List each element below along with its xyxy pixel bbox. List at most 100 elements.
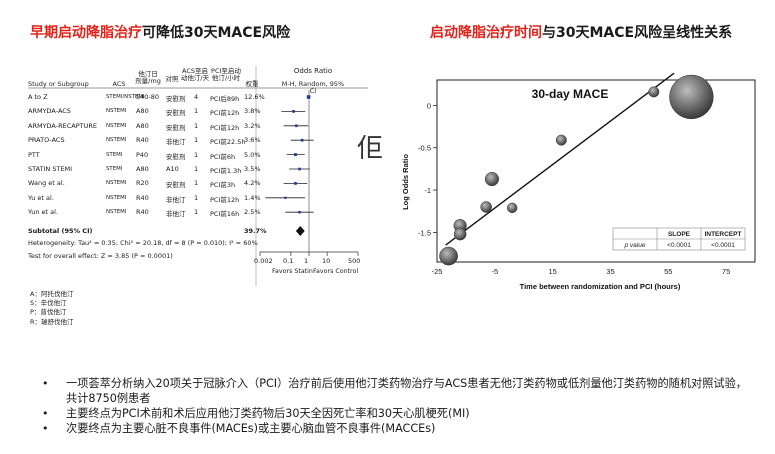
favors-control-label: Favors Control [313,268,359,275]
forest-row: PRATO-ACS NSTEMI R40 非他汀 1 PCI前22.5h 3.6% [28,135,368,146]
forest-row: Yun et al. NSTEMI R40 非他汀 1 PCI前16h 2.5% [28,207,368,218]
study-name: Yu et al. [28,193,54,202]
study-name: A to Z [28,93,48,101]
control-arm: 安慰剂 [166,95,186,103]
x-tick-label: 55 [664,267,672,276]
study-weight: 1.4% [244,193,261,202]
forest-tick-label: 1 [304,257,309,265]
acs-to-statin-days: 1 [194,208,199,217]
pci-to-statin-hours: PCI前3h [210,181,236,190]
study-estimate-square [300,138,304,142]
forest-row: A to Z STEMI/NSTEMI S40-80 安慰剂 4 PCI后89h 12.6% [28,92,368,103]
study-estimate-square [298,210,301,214]
study-estimate-square [294,182,297,185]
header-acs: ACS [112,80,126,88]
study-bubble [439,246,458,266]
acs-type: NSTEMI [106,194,127,201]
study-bubble [555,134,567,146]
forest-tick-label: 500 [348,257,361,265]
header-control: 对照 [165,75,179,83]
pci-to-statin-hours: PCI前16h [210,210,240,219]
acs-type: STEMI [106,151,123,158]
study-bubble [506,202,518,214]
study-estimate-square [298,167,301,171]
statin-dose: S40-80 [136,93,160,101]
overall-effect-note: Test for overall effect: Z = 3.85 (P = 0… [28,252,173,260]
heterogeneity-note: Heterogeneity: Tau² = 0.35; Chi² = 20.18… [28,239,258,247]
forest-tick-label: 10 [322,257,331,265]
acs-type: STEMI/NSTEMI [106,94,145,100]
x-tick-label: -5 [491,267,498,276]
right-heading: 启动降脂治疗时间与30天MACE风险呈线性关系 [430,22,732,42]
acs-to-statin-days: 1 [194,165,199,173]
acs-to-statin-days: 1 [194,121,199,130]
stats-table-row-label: p value [624,242,646,249]
study-estimate-square [306,95,311,99]
abbreviation-item: P：普伐他汀 [30,308,67,317]
x-axis-label: Time between randomization and PCI (hour… [520,282,681,291]
forest-plot: Study or Subgroup ACS 他汀日 剂量/mg 对照 ACS至启… [28,64,368,296]
pci-to-statin-hours: PCI后89h [210,95,240,103]
study-weight: 2.5% [244,208,261,217]
control-arm: 安慰剂 [166,123,186,132]
control-arm: 非他汀 [166,195,186,204]
statin-dose: P40 [136,150,149,159]
stats-table-value: <0.0001 [711,242,735,249]
x-tick-label: 35 [606,267,614,276]
favors-statin-label: Favors Statin [272,268,313,275]
control-arm: 安慰剂 [166,152,186,161]
abbreviation-item: S：辛伐他汀 [30,299,67,308]
abbreviation-legend: A：阿托伐他汀 S：辛伐他汀 P：普伐他汀 R：瑞舒伐他汀 [30,290,74,327]
study-name: ARMYDA-ACS [28,107,71,116]
bullet-item: 一项荟萃分析纳入20项关于冠脉介入（PCI）治疗前后使用他汀类药物治疗与ACS患… [38,376,758,406]
left-heading-highlight: 早期启动降脂治疗 [30,25,142,41]
left-heading: 早期启动降脂治疗可降低30天MACE风险 [30,22,290,42]
acs-to-statin-days: 1 [194,193,199,202]
study-name: STATIN STEMI [28,165,73,173]
forest-tick-label: 0.1 [283,257,294,265]
control-arm: A10 [166,165,179,173]
regression-line [445,72,675,246]
study-weight: 3.6% [244,136,261,145]
header-pci-to-statin: PCI至启动 他汀/小时 [211,67,241,82]
forest-row: Wang et al. NSTEMI R20 安慰剂 1 PCI前3h 4.2% [28,178,368,189]
header-statin-dose: 他汀日 剂量/mg [135,70,161,85]
acs-type: NSTEMI [106,122,127,129]
acs-to-statin-days: 4 [194,93,199,101]
pci-to-statin-hours: PCI前6h [210,152,236,161]
forest-row: STATIN STEMI STEMI A80 A10 1 PCI前1.3h 3.5% [28,164,368,175]
study-estimate-square [295,124,298,128]
pci-to-statin-hours: PCI前1.3h [210,167,242,175]
statin-dose: A80 [136,121,149,130]
acs-to-statin-days: 1 [194,150,199,159]
y-tick-label: -1.5 [418,228,431,237]
pci-to-statin-hours: PCI前12h [210,123,240,132]
y-axis-label: Log Odds Ratio [401,154,410,210]
pci-to-statin-hours: PCI前22.5h [210,138,246,147]
acs-to-statin-days: 1 [194,136,199,145]
forest-row: PTT STEMI P40 安慰剂 1 PCI前6h 5.0% [28,150,368,161]
header-acs-to-statin: ACS至启 动他汀/天 [180,67,210,82]
acs-to-statin-days: 1 [194,107,199,116]
header-or-method: M-H, Random, 95% CI [281,80,345,95]
statin-dose: R40 [136,193,149,202]
abbreviation-item: R：瑞舒伐他汀 [30,317,74,326]
stats-table-header: INTERCEPT [705,231,742,238]
control-arm: 非他汀 [166,210,186,219]
study-name: Yun et al. [28,208,58,217]
text-cursor-glyph: 佢 [357,134,384,164]
statin-dose: R20 [136,179,149,188]
stats-table-header: SLOPE [668,231,691,238]
study-weight: 3.2% [244,121,261,130]
x-tick-label: 75 [722,267,730,276]
pci-to-statin-hours: PCI前12h [210,195,240,204]
header-study: Study or Subgroup [28,80,89,88]
study-name: PTT [28,150,40,159]
forest-tick-label: 0.002 [254,257,273,265]
acs-to-statin-days: 1 [194,179,199,188]
study-weight: 5.0% [244,150,261,159]
y-tick-label: 0 [427,101,431,110]
study-bubble [484,171,500,187]
bullet-item: 次要终点为主要心脏不良事件(MACEs)或主要心脑血管不良事件(MACCEs) [38,421,758,436]
pooled-estimate-diamond [295,226,305,236]
